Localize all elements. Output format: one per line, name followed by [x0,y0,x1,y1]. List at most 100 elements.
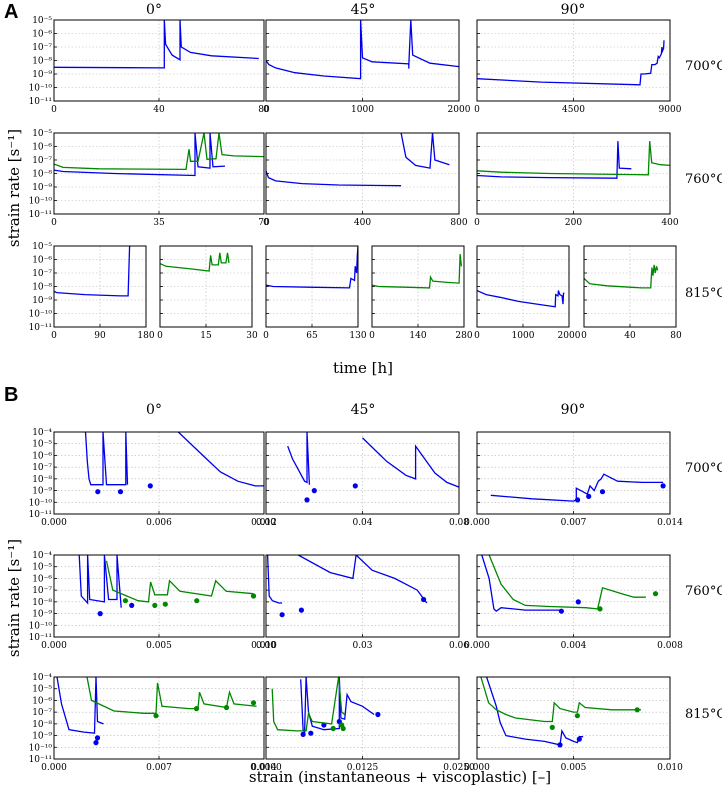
panel-a_760_45: 0 400 800 [263,132,468,228]
x-tick-label: 0 [263,331,269,341]
y-tick-label: 10⁻¹¹ [29,633,52,643]
panel-frame [476,132,671,215]
x-tick-label: 35 [153,218,165,228]
panel-letter-b: B [4,384,18,406]
x-tick-label: 1000 [512,331,535,341]
series-line-green [271,677,346,732]
data-point-green [597,606,603,612]
data-point-blue [279,612,285,618]
y-tick-label: 10⁻¹¹ [29,210,52,220]
b-row-title-2: 815°C [685,707,722,722]
x-tick-label: 0 [263,218,269,228]
panel-frame [476,676,671,760]
y-tick-label: 10⁻⁶ [32,30,52,40]
series-line-blue [490,473,664,502]
y-tick-label: 10⁻¹⁰ [29,197,53,207]
x-tick-label: 0.005 [561,763,587,773]
data-point-blue [558,608,565,614]
b-ylabel: strain rate [s⁻¹] [5,539,23,657]
y-tick-label: 10⁻⁹ [32,732,52,742]
series-line-blue [481,555,562,613]
x-tick-label: 1000 [351,105,374,115]
series-line-blue [287,432,311,485]
x-tick-label: 0 [581,331,587,341]
y-tick-label: 10⁻⁵ [32,16,52,26]
panel-frame [53,676,265,760]
panel-frame [53,245,147,328]
y-tick-label: 10⁻⁸ [32,598,52,608]
a-col-title-0: 0° [146,2,162,18]
x-tick-label: 30 [246,331,258,341]
panel-b_700_45: 0.00 0.04 0.08 [256,431,469,528]
y-tick-label: 10⁻⁶ [32,451,52,461]
x-tick-label: 0.008 [657,641,683,651]
y-tick-label: 10⁻⁶ [32,256,52,266]
x-tick-label: 0.005 [146,641,172,651]
x-tick-label: 0 [157,331,163,341]
x-tick-label: 80 [670,331,682,341]
x-tick-label: 0.012 [251,518,277,528]
y-tick-label: 10⁻⁵ [32,685,52,695]
b-row-title-1: 760°C [685,584,722,599]
b-xlabel: strain (instantaneous + viscoplastic) [–… [249,768,551,786]
data-point-green [223,704,230,711]
y-tick-label: 10⁻⁷ [32,463,52,473]
y-tick-label: 10⁻⁴ [32,551,52,561]
data-point-green [330,725,336,732]
data-point-blue [94,735,101,741]
x-tick-label: 0 [474,331,480,341]
x-tick-label: 800 [450,218,467,228]
data-point-green [340,725,346,732]
panel-a_815_45a: 0 65 130 [263,245,367,341]
y-tick-label: 10⁻¹¹ [29,510,52,520]
y-tick-label: 10⁻⁸ [32,475,52,485]
data-point-blue [352,483,358,489]
x-tick-label: 0.06 [449,641,469,651]
data-point-blue [117,489,124,495]
a-ylabel: strain rate [s⁻¹] [5,129,23,247]
panel-letter-a: A [4,1,18,23]
x-tick-label: 0.00 [256,518,276,528]
panel-frame [265,431,460,515]
panel-a_700_45: 0 1000 2000 [263,19,471,115]
x-tick-label: 0.014 [251,763,277,773]
series-line-blue [56,677,104,734]
y-tick-label: 10⁻⁴ [32,428,52,438]
x-tick-label: 0.004 [561,641,587,651]
panel-a_700_90: 0 4500 9000 [474,19,682,115]
data-point-blue [375,711,381,718]
a-col-title-2: 90° [561,2,586,18]
series-line-blue [408,20,459,68]
x-tick-label: 70 [258,218,270,228]
series-line-green [86,677,257,714]
panel-frame [265,676,460,760]
x-tick-label: 0.000 [464,518,490,528]
data-point-blue [97,611,103,617]
x-tick-label: 40 [624,331,636,341]
series-line-blue [54,133,226,177]
y-tick-label: 10⁻⁸ [32,170,52,180]
x-tick-label: 40 [153,105,165,115]
y-tick-label: 10⁻⁵ [32,129,52,139]
x-tick-label: 2000 [448,105,471,115]
x-tick-label: 0.00 [256,641,276,651]
y-tick-label: 10⁻⁹ [32,70,52,80]
series-line-blue [477,290,565,308]
data-point-blue [93,740,99,746]
y-tick-label: 10⁻⁹ [32,487,52,497]
a-xlabel: time [h] [333,359,393,377]
x-tick-label: 0 [51,105,57,115]
data-point-green [250,700,257,706]
x-tick-label: 0 [51,331,57,341]
x-tick-label: 0 [51,218,57,228]
data-point-blue [308,730,314,736]
panel-frame [53,19,265,102]
data-point-blue [95,489,101,495]
y-tick-label: 10⁻¹⁰ [29,621,53,631]
y-tick-label: 10⁻⁶ [32,696,52,706]
series-line-blue [362,437,459,488]
data-point-green [549,724,555,731]
data-point-blue [586,493,592,499]
